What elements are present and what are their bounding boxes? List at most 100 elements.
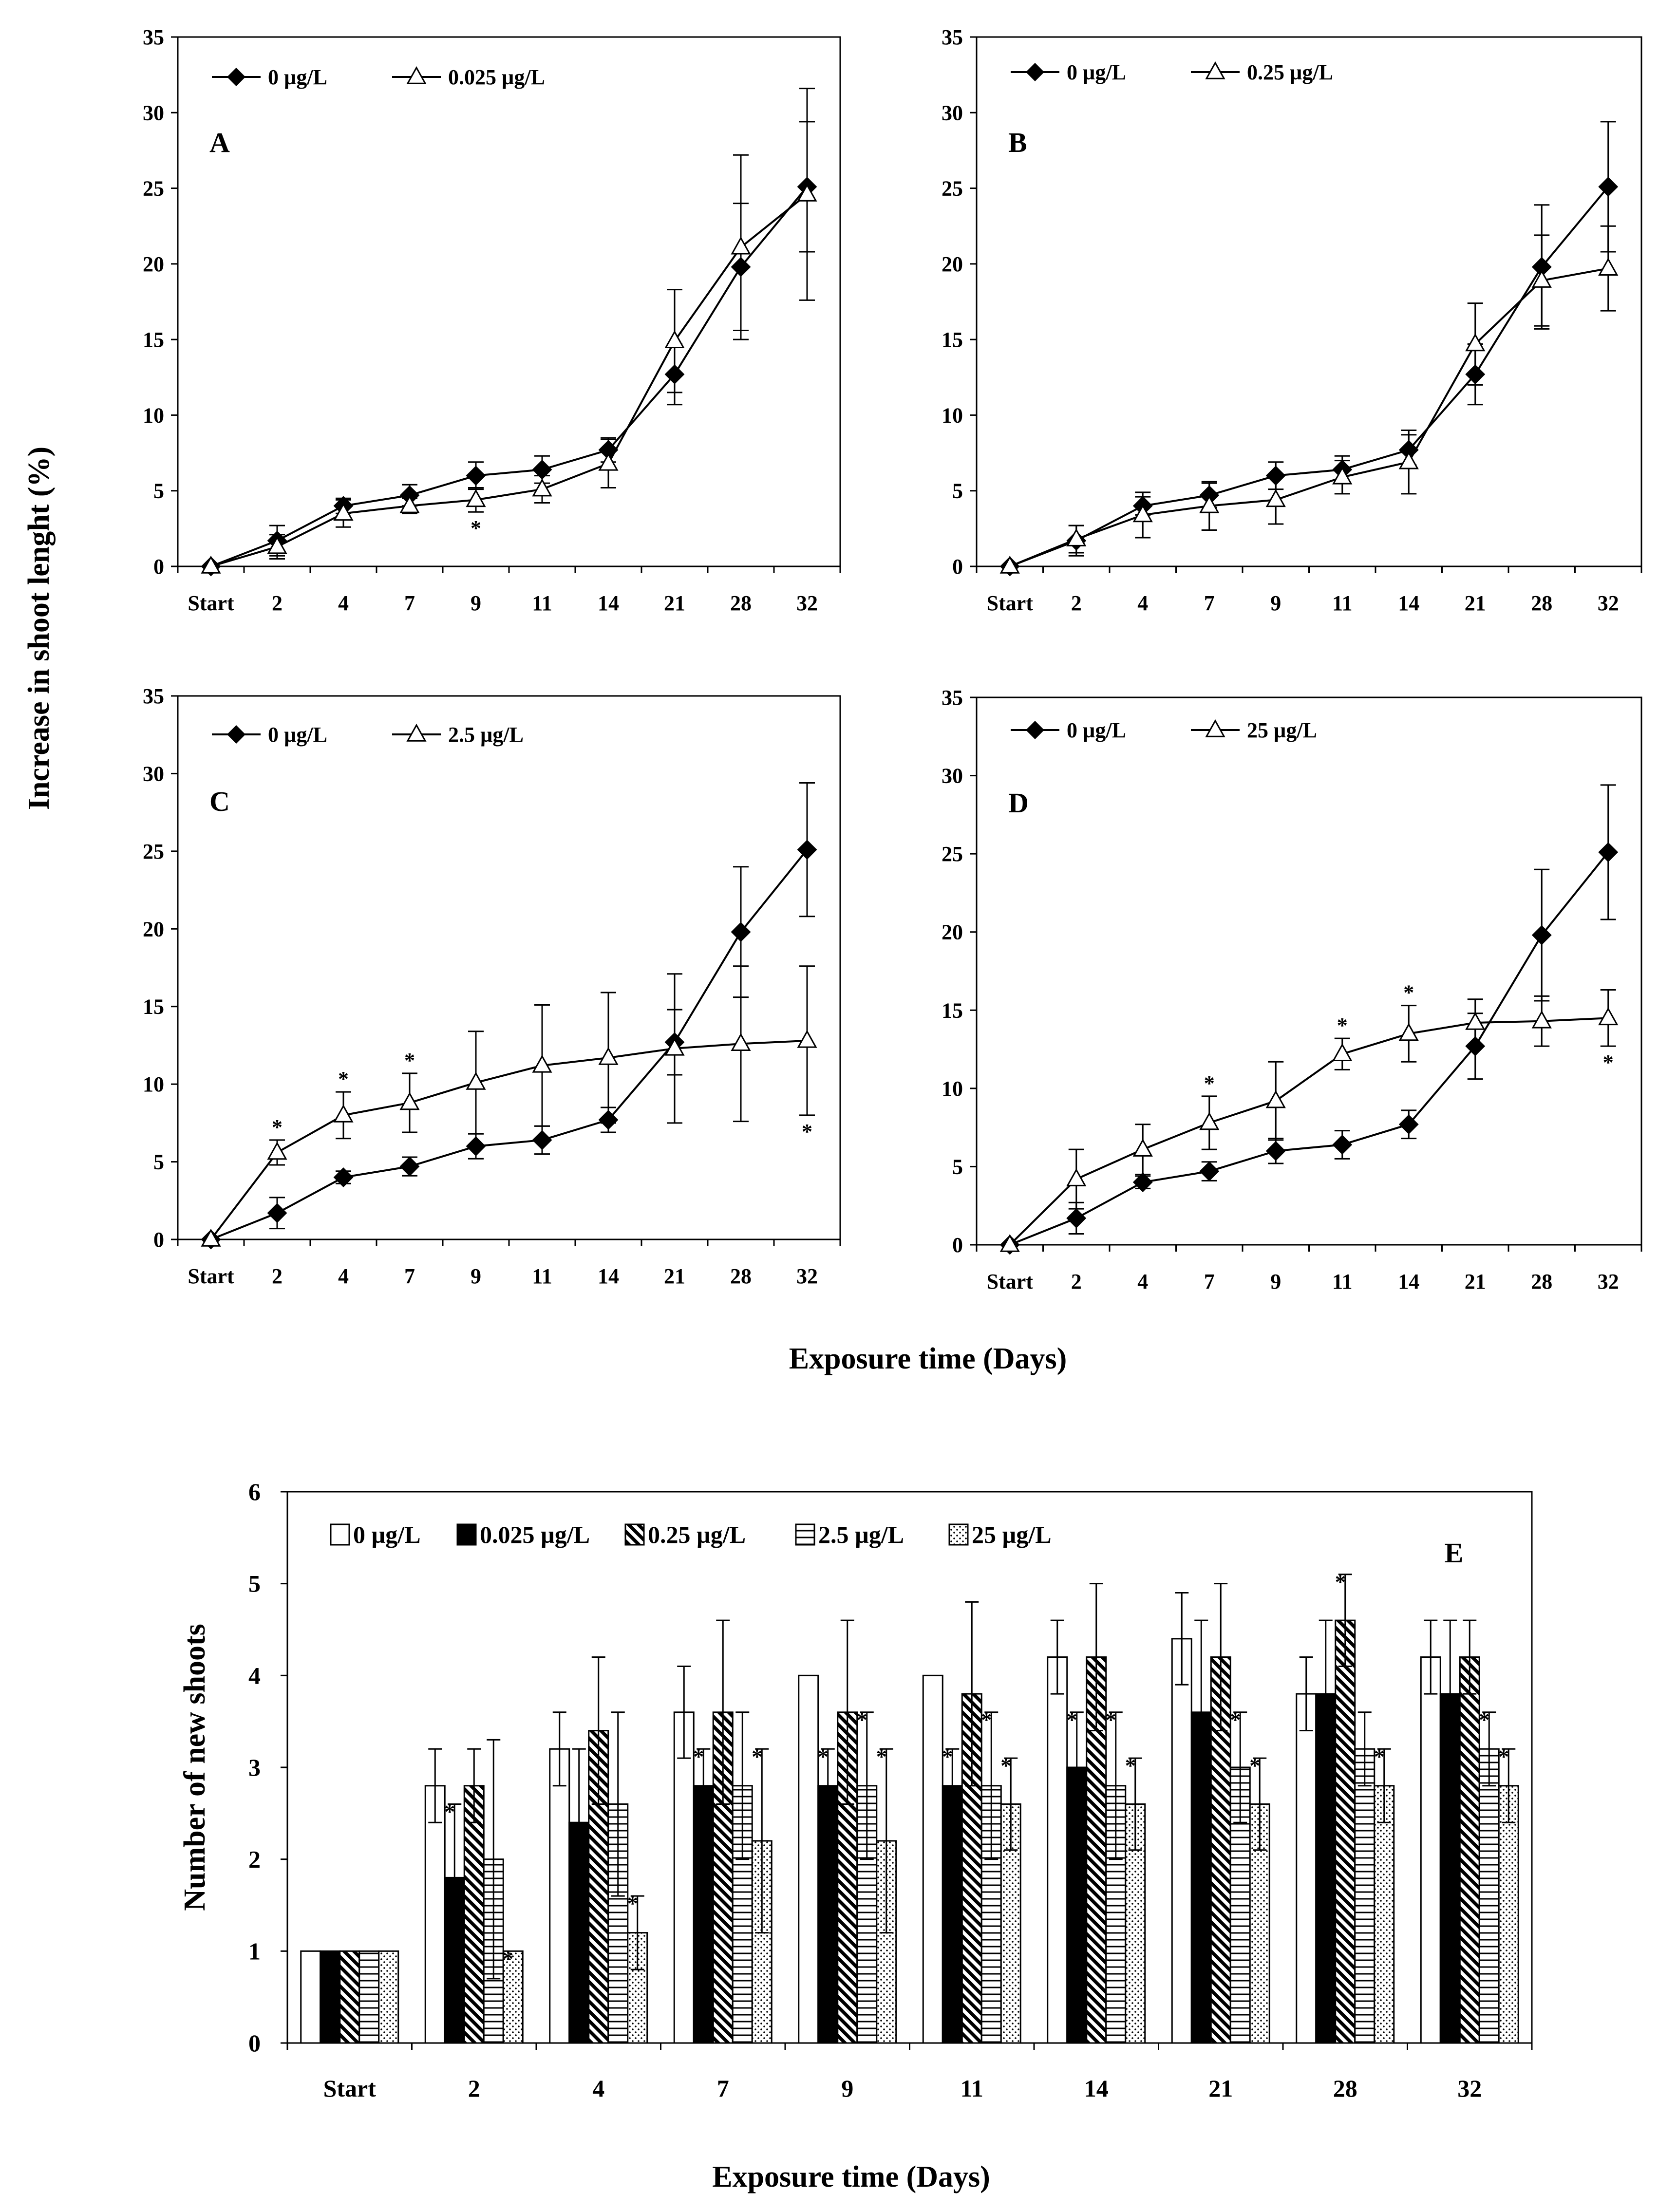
chart-panel-a: 0 5 10 15 20 25 30 35 Start 2 4 7 9 11 14 21 28 32 A * 0 µg/… xyxy=(143,25,841,615)
data-point-triangle xyxy=(797,1030,817,1048)
legend-label: 0 µg/L xyxy=(268,723,327,747)
legend-label: 0.025 µg/L xyxy=(448,65,545,89)
x-tick-label: 21 xyxy=(664,1264,685,1288)
y-tick-label: 10 xyxy=(942,1077,963,1101)
significance-star: * xyxy=(693,1744,704,1768)
significance-star: * xyxy=(942,1744,953,1768)
y-axis-label-top: Increase in shoot lenght (%) xyxy=(22,447,56,810)
data-point-diamond xyxy=(1598,842,1619,862)
data-point-diamond xyxy=(466,466,486,486)
x-tick-label: 14 xyxy=(598,1264,619,1288)
y-tick-label: 0 xyxy=(153,555,164,579)
data-point-triangle xyxy=(1265,1090,1286,1108)
legend-label: 2.5 µg/L xyxy=(818,1521,904,1548)
legend-label: 2.5 µg/L xyxy=(448,723,524,747)
data-point-triangle xyxy=(1199,1112,1220,1130)
y-tick-label: 1 xyxy=(248,1937,261,1965)
bar xyxy=(1296,1693,1317,2044)
bar xyxy=(320,1950,341,2044)
data-point-triangle xyxy=(532,1054,552,1073)
data-point-triangle xyxy=(598,1047,619,1065)
bar xyxy=(300,1950,321,2044)
panel-label: C xyxy=(209,786,230,817)
x-tick-label: 14 xyxy=(598,591,619,615)
x-tick-label: 32 xyxy=(1598,591,1619,615)
y-tick-label: 20 xyxy=(942,920,963,944)
chart-panel-e: 0 1 2 3 4 5 6 Start 2 4 7 9 11 14 21 28 32 * * * * * * * * * * * * * *… xyxy=(178,1478,1533,2193)
data-point-diamond xyxy=(1531,925,1552,945)
data-point-triangle xyxy=(1465,1012,1486,1030)
significance-star: * xyxy=(1335,1570,1346,1594)
series-line-0 xyxy=(1009,186,1609,567)
significance-star: * xyxy=(503,1947,513,1970)
bar xyxy=(751,1840,773,2044)
y-tick-label: 30 xyxy=(143,762,164,786)
x-tick-label: 32 xyxy=(1598,1270,1619,1293)
significance-star: * xyxy=(404,1049,415,1072)
y-tick-label: 5 xyxy=(952,479,963,503)
y-tick-label: 0 xyxy=(153,1228,164,1252)
data-point-diamond xyxy=(1598,177,1619,197)
data-point-triangle xyxy=(731,1033,751,1051)
x-tick-label: 4 xyxy=(592,2075,604,2102)
x-tick-label: 7 xyxy=(404,1264,415,1288)
legend-swatch xyxy=(795,1523,815,1546)
data-point-triangle xyxy=(1398,451,1419,469)
legend-marker-diamond xyxy=(227,725,245,744)
significance-star: * xyxy=(818,1744,829,1768)
significance-star: * xyxy=(1603,1050,1614,1074)
bar xyxy=(673,1711,695,2044)
data-point-triangle xyxy=(1398,1023,1419,1041)
y-tick-label: 0 xyxy=(952,555,963,579)
y-tick-label: 25 xyxy=(942,177,963,201)
data-point-triangle xyxy=(1265,489,1286,507)
x-tick-label: 11 xyxy=(1332,591,1353,615)
panel-label: D xyxy=(1008,787,1029,819)
y-tick-label: 10 xyxy=(143,1072,164,1096)
x-tick-label: 7 xyxy=(404,591,415,615)
x-tick-label: Start xyxy=(987,591,1034,615)
legend-label: 0.25 µg/L xyxy=(1247,60,1333,84)
bar xyxy=(922,1674,943,2044)
data-point-triangle xyxy=(466,489,486,507)
legend-swatch xyxy=(330,1523,350,1546)
significance-star: * xyxy=(471,516,481,540)
legend-label: 0 µg/L xyxy=(353,1521,421,1548)
legend-label: 25 µg/L xyxy=(1247,718,1317,742)
x-tick-label: 28 xyxy=(1531,591,1552,615)
x-tick-label: 28 xyxy=(1333,2075,1357,2102)
legend-marker-diamond xyxy=(1026,63,1044,81)
data-point-triangle xyxy=(333,1104,354,1123)
x-tick-label: 4 xyxy=(1137,591,1148,615)
data-point-triangle xyxy=(598,452,619,471)
x-tick-label: 4 xyxy=(1137,1270,1148,1293)
y-axis-label: Number of new shoots xyxy=(178,1624,211,1911)
significance-star: * xyxy=(1000,1754,1011,1778)
significance-star: * xyxy=(444,1800,455,1823)
x-tick-label: Start xyxy=(188,1264,234,1288)
y-tick-label: 2 xyxy=(248,1846,261,1873)
data-point-diamond xyxy=(731,922,751,942)
data-point-triangle xyxy=(1598,258,1619,276)
y-tick-label: 4 xyxy=(248,1662,261,1689)
x-tick-label: 32 xyxy=(1457,2075,1482,2102)
y-tick-label: 10 xyxy=(143,403,164,427)
legend-label: 0.025 µg/L xyxy=(480,1521,590,1548)
y-tick-label: 5 xyxy=(153,1150,164,1174)
bar xyxy=(358,1950,380,2044)
data-point-diamond xyxy=(333,1167,354,1187)
data-point-triangle xyxy=(201,1228,221,1247)
chart-panel-d: 0 5 10 15 20 25 30 35 Start 2 4 7 9 11 14 21 28 32 D * * * * 0 … xyxy=(942,686,1642,1293)
legend-marker-diamond xyxy=(227,68,245,86)
y-tick-label: 10 xyxy=(942,403,963,427)
y-tick-label: 20 xyxy=(942,252,963,276)
significance-star: * xyxy=(1125,1754,1136,1778)
x-tick-label: 14 xyxy=(1398,591,1419,615)
legend-label: 0.25 µg/L xyxy=(648,1521,746,1548)
data-point-triangle xyxy=(664,1037,685,1056)
legend-marker-diamond xyxy=(1026,721,1044,739)
data-point-diamond xyxy=(1332,1135,1353,1155)
y-tick-label: 5 xyxy=(153,479,164,503)
y-tick-label: 35 xyxy=(942,25,963,49)
legend-marker-triangle xyxy=(1205,719,1225,737)
